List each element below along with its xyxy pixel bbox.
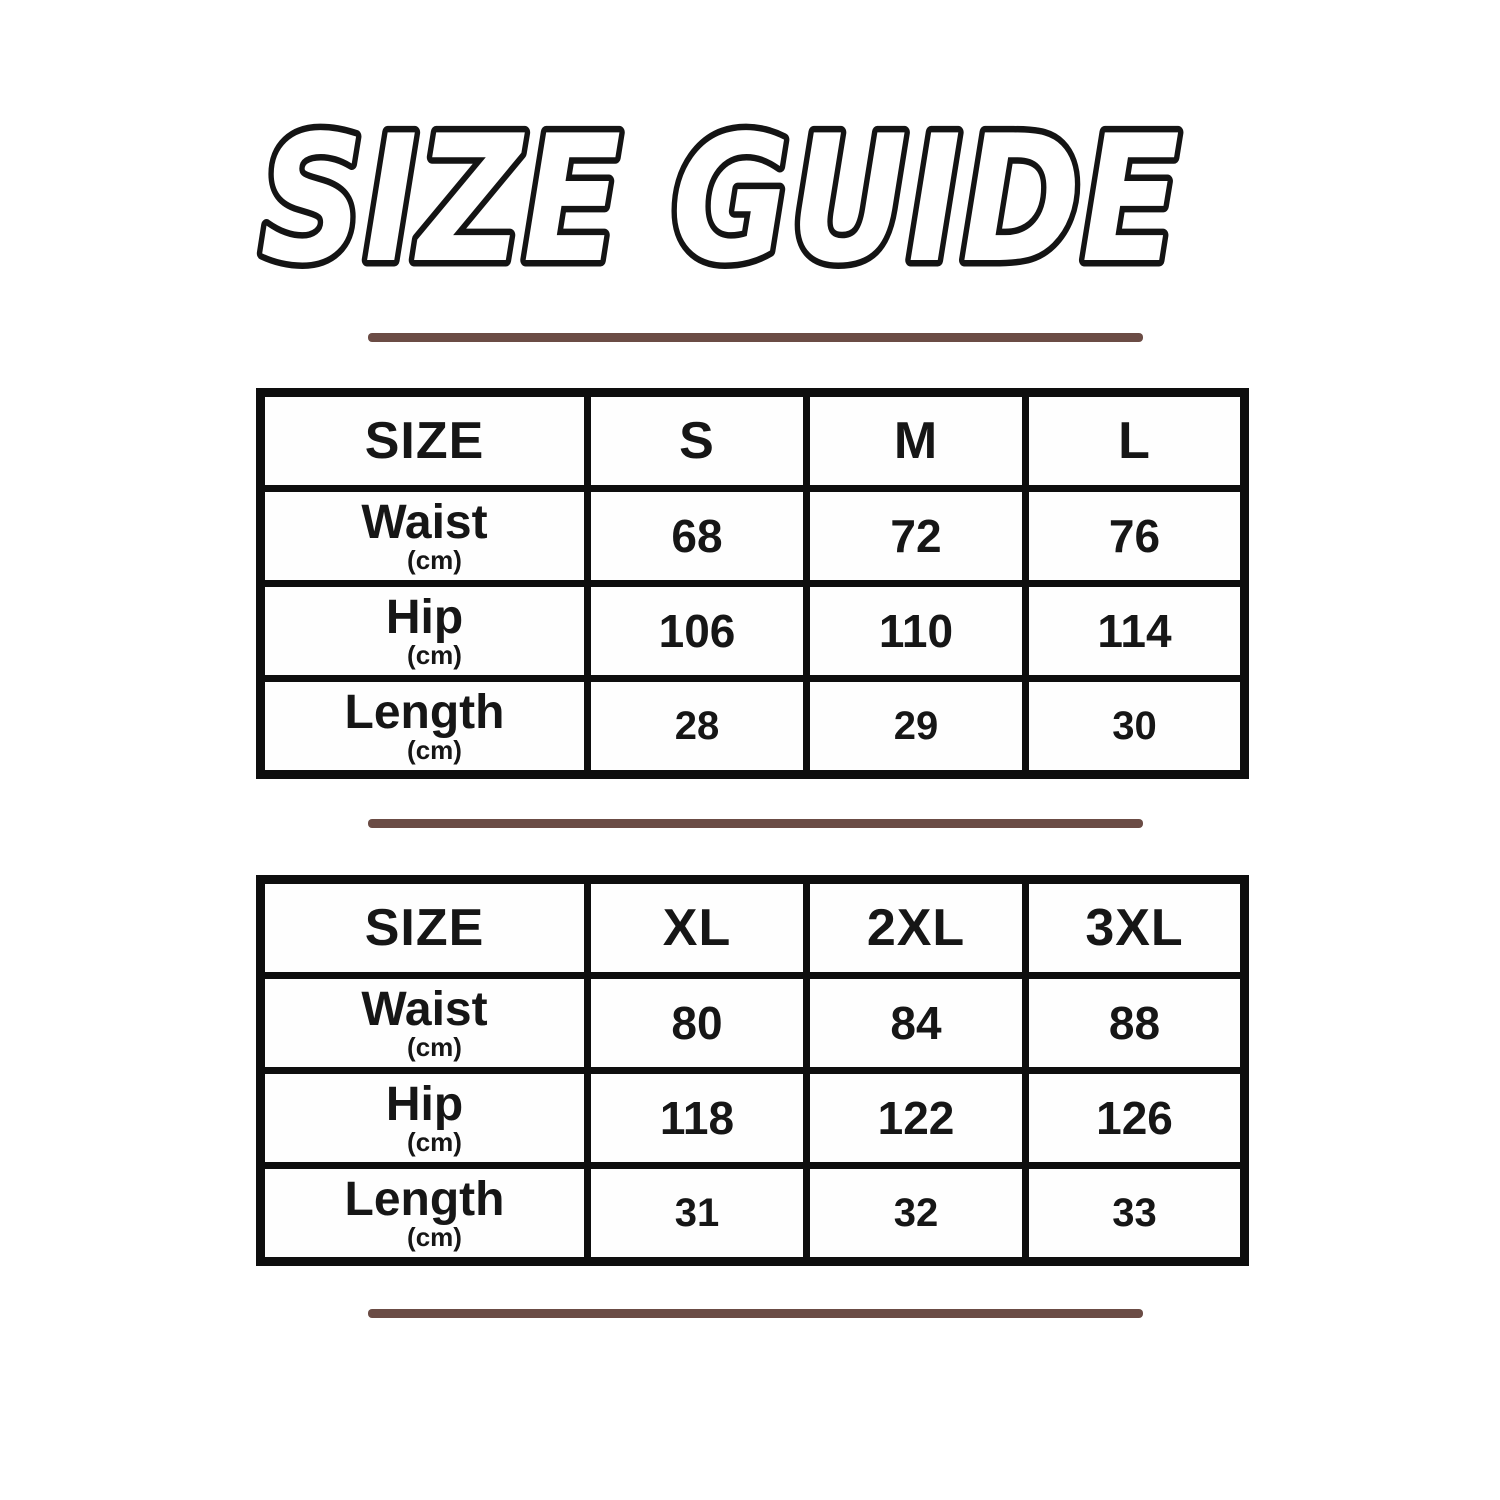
- value-cell: 110: [803, 580, 1029, 682]
- size-table-s-m-l: SIZE S M L Waist (cm) 68 72 76 Hip (cm) …: [256, 388, 1249, 779]
- value-cell: 29: [803, 675, 1029, 778]
- table-row-hip: Hip (cm) 106 110 114: [257, 580, 1248, 682]
- value-cell: 106: [584, 580, 810, 682]
- value-cell: 114: [1022, 580, 1248, 682]
- row-unit: (cm): [407, 1222, 462, 1253]
- value-cell: 80: [584, 972, 810, 1074]
- table-row-length: Length (cm) 31 32 33: [257, 1162, 1248, 1265]
- row-label-cell: Waist (cm): [257, 972, 591, 1074]
- row-unit: (cm): [407, 640, 462, 671]
- value-cell: 76: [1022, 485, 1248, 587]
- row-unit: (cm): [407, 1032, 462, 1063]
- page-title-block: SIZE GUIDE: [225, 98, 1215, 308]
- table-header-row: SIZE S M L: [257, 389, 1248, 492]
- header-cell-3xl: 3XL: [1022, 876, 1248, 979]
- value-cell: 32: [803, 1162, 1029, 1265]
- row-label-cell: Hip (cm): [257, 1067, 591, 1169]
- separator-rule-middle: [368, 819, 1143, 828]
- table-row-length: Length (cm) 28 29 30: [257, 675, 1248, 778]
- value-cell: 122: [803, 1067, 1029, 1169]
- row-unit: (cm): [407, 735, 462, 766]
- row-label: Waist: [361, 495, 488, 549]
- header-cell-l: L: [1022, 389, 1248, 492]
- table-header-row: SIZE XL 2XL 3XL: [257, 876, 1248, 979]
- header-cell-xl: XL: [584, 876, 810, 979]
- value-cell: 88: [1022, 972, 1248, 1074]
- value-cell: 118: [584, 1067, 810, 1169]
- value-cell: 31: [584, 1162, 810, 1265]
- table-row-waist: Waist (cm) 80 84 88: [257, 972, 1248, 1074]
- value-cell: 68: [584, 485, 810, 587]
- row-label: Length: [344, 685, 505, 739]
- row-label-cell: Length (cm): [257, 675, 591, 778]
- value-cell: 28: [584, 675, 810, 778]
- value-cell: 30: [1022, 675, 1248, 778]
- row-label: Waist: [361, 982, 488, 1036]
- header-cell-m: M: [803, 389, 1029, 492]
- row-label-cell: Hip (cm): [257, 580, 591, 682]
- row-label-cell: Waist (cm): [257, 485, 591, 587]
- row-unit: (cm): [407, 1127, 462, 1158]
- value-cell: 84: [803, 972, 1029, 1074]
- table-row-waist: Waist (cm) 68 72 76: [257, 485, 1248, 587]
- header-cell-size: SIZE: [257, 389, 591, 492]
- value-cell: 33: [1022, 1162, 1248, 1265]
- header-cell-2xl: 2XL: [803, 876, 1029, 979]
- header-cell-size: SIZE: [257, 876, 591, 979]
- row-label-cell: Length (cm): [257, 1162, 591, 1265]
- title-graphic: SIZE GUIDE: [254, 98, 1187, 308]
- header-cell-s: S: [584, 389, 810, 492]
- row-label: Hip: [385, 590, 464, 644]
- row-label: Hip: [385, 1077, 464, 1131]
- value-cell: 126: [1022, 1067, 1248, 1169]
- table-row-hip: Hip (cm) 118 122 126: [257, 1067, 1248, 1169]
- separator-rule-top: [368, 333, 1143, 342]
- separator-rule-bottom: [368, 1309, 1143, 1318]
- row-label: Length: [344, 1172, 505, 1226]
- size-table-xl-2xl-3xl: SIZE XL 2XL 3XL Waist (cm) 80 84 88 Hip …: [256, 875, 1249, 1266]
- value-cell: 72: [803, 485, 1029, 587]
- row-unit: (cm): [407, 545, 462, 576]
- page-title: SIZE GUIDE: [260, 99, 1180, 302]
